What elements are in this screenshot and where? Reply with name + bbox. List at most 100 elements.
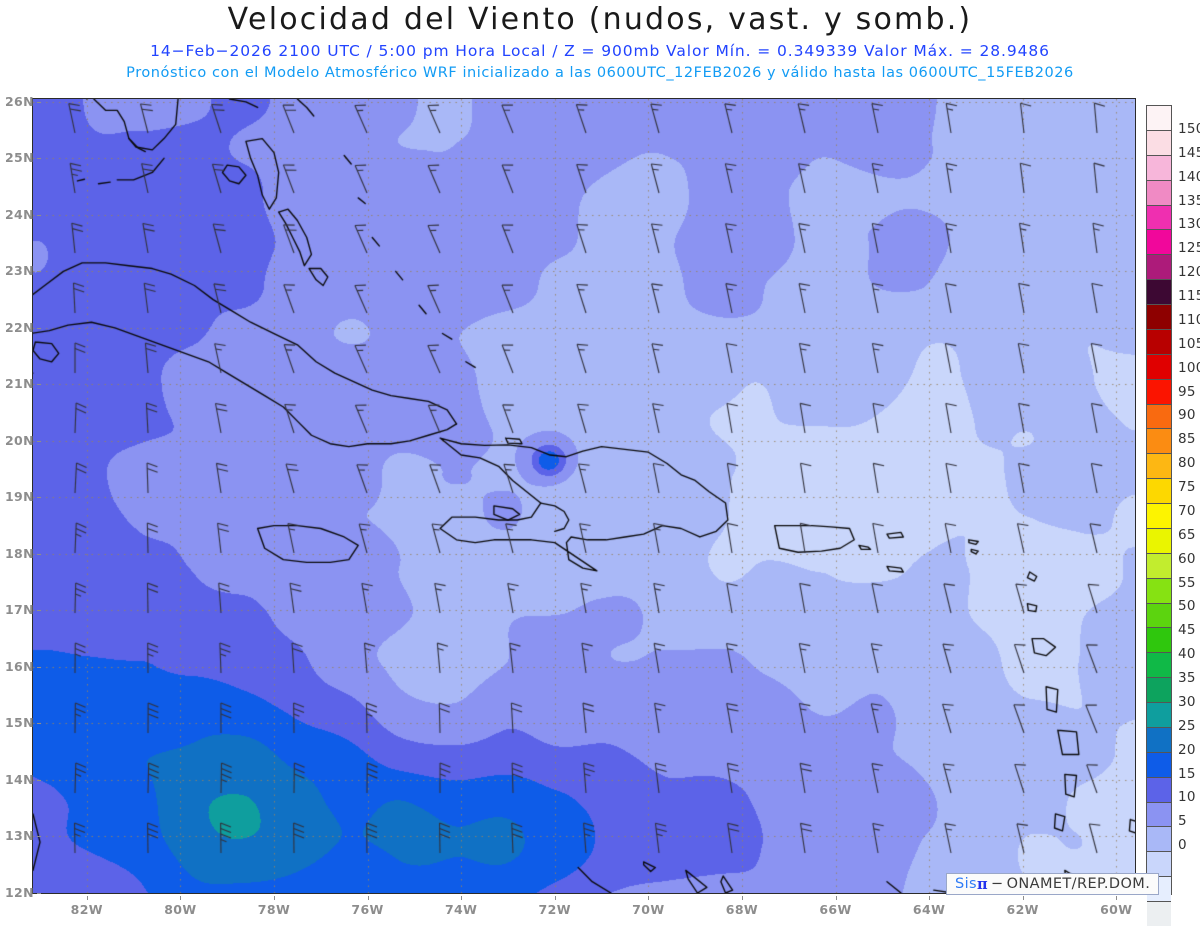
colorbar-tick-label: 85 (1178, 431, 1196, 448)
colorbar (1146, 105, 1172, 926)
colorbar-swatch (1147, 503, 1171, 528)
colorbar-swatch (1147, 254, 1171, 280)
colorbar-tick-label: 90 (1178, 407, 1196, 424)
lat-tick-mark (37, 497, 41, 499)
colorbar-tick-label: 120 (1178, 264, 1200, 281)
colorbar-tick-label: 10 (1178, 789, 1196, 806)
lon-tick-label: 80W (164, 902, 197, 917)
title-block: Velocidad del Viento (nudos, vast. y som… (0, 0, 1200, 95)
colorbar-swatch (1147, 403, 1171, 429)
lon-tick-mark (648, 896, 650, 900)
lon-tick-mark (1116, 896, 1118, 900)
lat-tick-mark (37, 440, 41, 442)
colorbar-tick-label: 140 (1178, 168, 1200, 185)
colorbar-swatch (1147, 851, 1171, 877)
colorbar-tick-label: 80 (1178, 455, 1196, 472)
lat-tick-mark (37, 893, 41, 894)
colorbar-tick-label: 0 (1178, 837, 1187, 854)
colorbar-swatch (1147, 279, 1171, 304)
colorbar-tick-label: 125 (1178, 240, 1200, 257)
colorbar-swatch (1147, 453, 1171, 479)
colorbar-tick-label: 150 (1178, 120, 1200, 137)
brand-symbol-icon: π (977, 875, 989, 893)
colorbar-tick-label: 145 (1178, 144, 1200, 161)
lat-tick-mark (37, 553, 41, 555)
lon-tick-mark (180, 896, 182, 900)
lat-tick-mark (37, 101, 41, 103)
lon-tick-label: 78W (257, 902, 291, 917)
lat-tick-label: 13N (4, 828, 34, 844)
forecast-time-subtitle: 14−Feb−2026 2100 UTC / 5:00 pm Hora Loca… (150, 42, 1050, 60)
lat-tick-mark (37, 836, 41, 838)
lon-tick-mark (929, 896, 931, 900)
colorbar-swatch (1147, 353, 1171, 379)
attribution-badge: Sis π − ONAMET/REP.DOM. (946, 873, 1160, 895)
colorbar-swatch (1147, 204, 1171, 230)
lon-tick-label: 76W (351, 902, 384, 917)
colorbar-swatch (1147, 677, 1171, 702)
weather-map[interactable] (32, 98, 1136, 894)
lat-tick-label: 17N (4, 602, 34, 618)
lat-tick-label: 23N (4, 263, 34, 279)
lat-tick-label: 20N (4, 432, 34, 448)
colorbar-swatch (1147, 602, 1171, 628)
lon-tick-label: 82W (70, 902, 103, 917)
lon-tick-mark (741, 896, 743, 900)
lat-tick-mark (37, 271, 41, 273)
lon-tick-mark (554, 896, 556, 900)
lat-tick-mark (37, 384, 41, 386)
colorbar-tick-label: 65 (1178, 526, 1196, 543)
colorbar-tick-label: 40 (1178, 646, 1196, 663)
colorbar-swatch (1147, 826, 1171, 852)
colorbar-swatch (1147, 378, 1171, 404)
lon-tick-label: 72W (538, 902, 571, 917)
colorbar-swatch (1147, 106, 1171, 130)
colorbar-tick-label: 95 (1178, 383, 1196, 400)
lon-tick-label: 70W (632, 902, 665, 917)
colorbar-tick-label: 5 (1178, 813, 1187, 830)
lon-tick-label: 68W (725, 902, 759, 917)
colorbar-swatch (1147, 304, 1171, 329)
colorbar-tick-label: 60 (1178, 550, 1196, 567)
colorbar-swatch (1147, 577, 1171, 603)
lon-tick-label: 62W (1006, 902, 1039, 917)
lat-tick-label: 18N (4, 545, 34, 561)
colorbar-swatch (1147, 328, 1171, 354)
lat-tick-label: 22N (4, 319, 34, 335)
lon-tick-mark (367, 896, 369, 900)
colorbar-tick-label: 75 (1178, 479, 1196, 496)
lon-tick-label: 74W (444, 902, 478, 917)
brand-prefix: Sis (955, 876, 977, 892)
colorbar-tick-label: 15 (1178, 765, 1196, 782)
lat-tick-mark (37, 214, 41, 216)
colorbar-tick-label: 105 (1178, 335, 1200, 352)
lat-tick-label: 21N (4, 376, 34, 392)
attribution-separator: − (991, 876, 1004, 892)
colorbar-swatch (1147, 726, 1171, 752)
colorbar-swatch (1147, 627, 1171, 653)
colorbar-tick-label: 130 (1178, 216, 1200, 233)
colorbar-swatch (1147, 652, 1171, 678)
lon-tick-label: 66W (819, 902, 852, 917)
lat-tick-mark (37, 158, 41, 160)
lat-tick-mark (37, 666, 41, 668)
lat-tick-label: 12N (4, 885, 34, 900)
lat-tick-label: 25N (4, 150, 34, 166)
lat-tick-label: 24N (4, 206, 34, 222)
lat-tick-label: 16N (4, 658, 34, 674)
colorbar-tick-label: 110 (1178, 311, 1200, 328)
lat-tick-mark (37, 610, 41, 612)
colorbar-swatch (1147, 801, 1171, 827)
colorbar-swatch (1147, 901, 1171, 926)
colorbar-tick-label: 30 (1178, 693, 1196, 710)
colorbar-tick-label: 135 (1178, 192, 1200, 209)
lon-tick-mark (273, 896, 275, 900)
lon-tick-mark (835, 896, 837, 900)
lon-tick-label: 60W (1100, 902, 1133, 917)
colorbar-tick-label: 115 (1178, 288, 1200, 305)
colorbar-tick-label: 55 (1178, 574, 1196, 591)
lon-tick-mark (1022, 896, 1024, 900)
colorbar-tick-label: 50 (1178, 598, 1196, 615)
colorbar-tick-label: 20 (1178, 741, 1196, 758)
page-title: Velocidad del Viento (nudos, vast. y som… (227, 2, 973, 37)
